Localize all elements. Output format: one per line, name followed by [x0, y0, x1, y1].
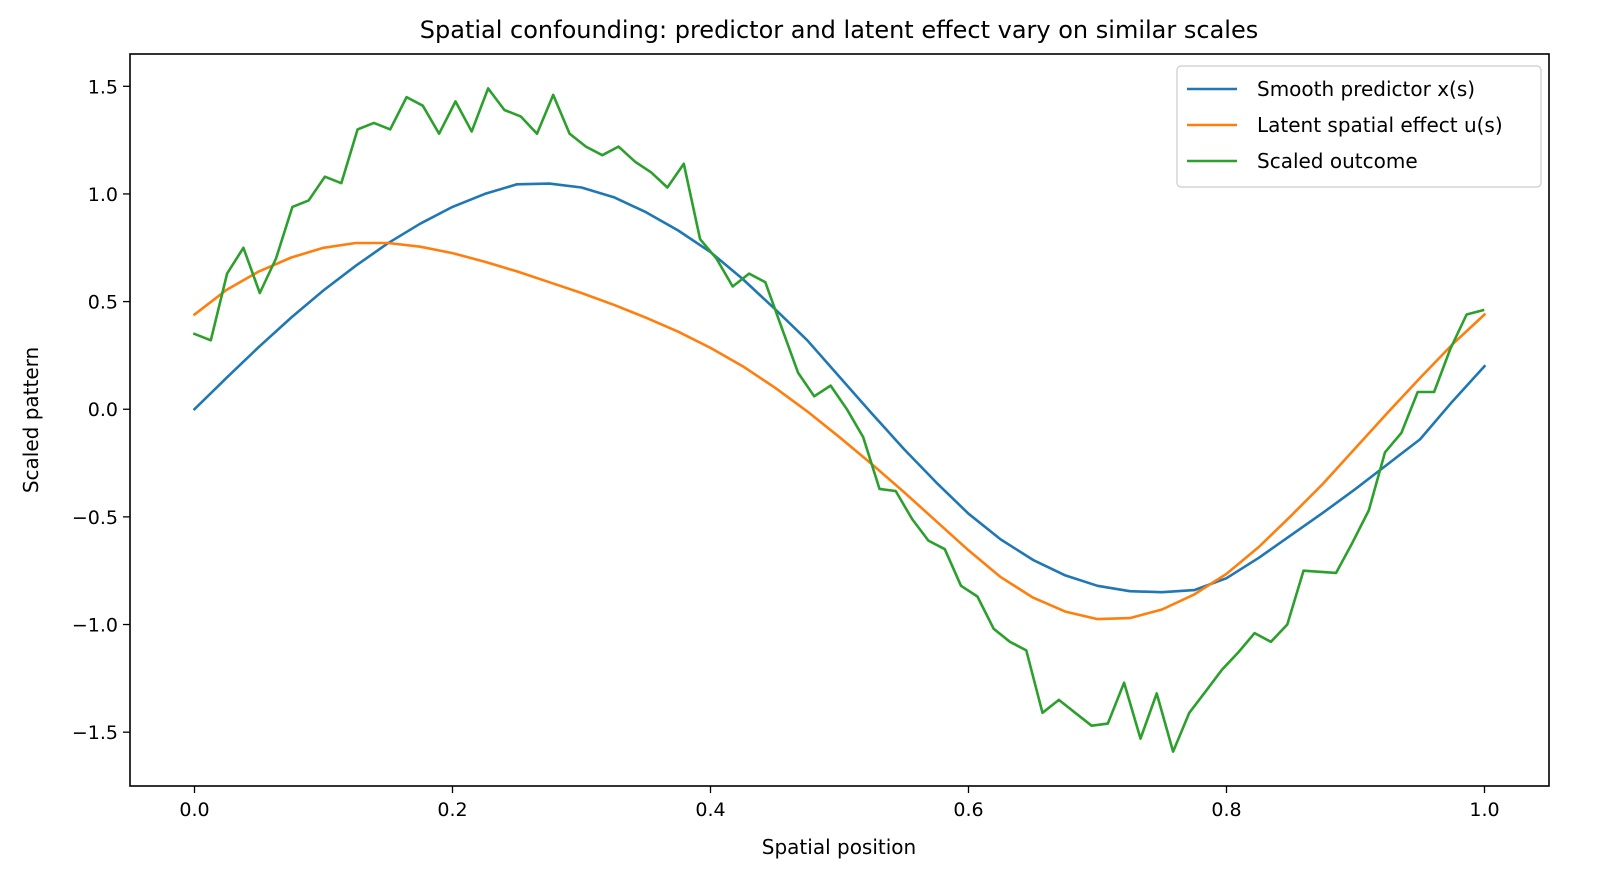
y-axis-label: Scaled pattern — [19, 347, 43, 493]
chart-title: Spatial confounding: predictor and laten… — [420, 16, 1258, 44]
y-tick-label: 0.5 — [88, 292, 118, 314]
series-line-3 — [192, 87, 1485, 753]
plot-frame — [129, 53, 1550, 787]
legend: Smooth predictor x(s) Latent spatial effe… — [1176, 65, 1542, 188]
series-line-1 — [192, 182, 1487, 594]
legend-label: Scaled outcome — [1257, 149, 1418, 173]
y-tick-label: −1.0 — [72, 615, 118, 637]
plot-lines — [192, 87, 1487, 753]
x-tick-label: 0.0 — [179, 799, 209, 821]
x-tick-label: 0.6 — [953, 799, 983, 821]
y-axis: −1.5 −1.0 −0.5 0.0 0.5 1.0 1.5 — [72, 76, 130, 744]
legend-box — [1176, 65, 1542, 188]
y-tick-label: −0.5 — [72, 507, 118, 529]
series-line-2 — [192, 241, 1487, 621]
x-axis-label: Spatial position — [762, 835, 916, 859]
x-axis: 0.0 0.2 0.4 0.6 0.8 1.0 — [179, 786, 1500, 821]
x-tick-label: 0.4 — [695, 799, 725, 821]
y-tick-label: 1.5 — [88, 76, 118, 98]
y-tick-label: 0.0 — [88, 399, 118, 421]
y-tick-label: −1.5 — [72, 722, 118, 744]
x-tick-label: 0.2 — [437, 799, 467, 821]
legend-label: Smooth predictor x(s) — [1257, 77, 1475, 101]
x-tick-label: 1.0 — [1469, 799, 1499, 821]
x-tick-label: 0.8 — [1211, 799, 1241, 821]
legend-label: Latent spatial effect u(s) — [1257, 113, 1503, 137]
y-tick-label: 1.0 — [88, 184, 118, 206]
